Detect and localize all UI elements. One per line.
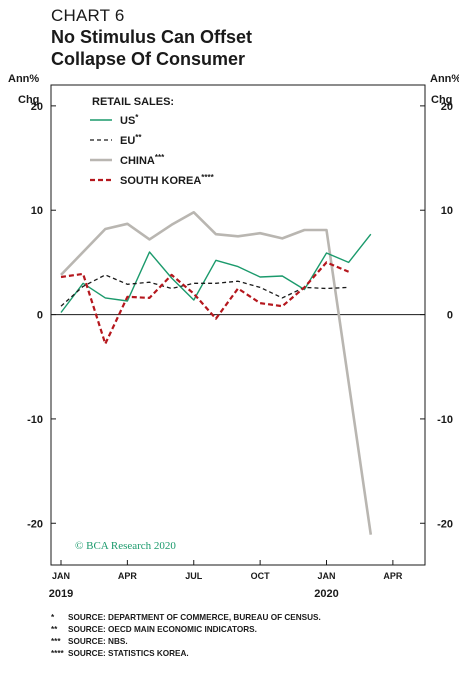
chart-header: CHART 6 No Stimulus Can Offset Collapse … [51,6,252,70]
right-axis-label-line-2: Chg [431,94,452,106]
year-label: 2020 [314,588,338,600]
chart-title-line-2: Collapse Of Consumer [51,49,246,69]
left-axis-label-line-2: Chg [18,94,39,106]
footnote-eu: ** SOURCE: OECD MAIN ECONOMIC INDICATORS. [51,624,321,636]
y-tick-label-right: -20 [437,518,453,530]
footnote-text: SOURCE: NBS. [68,637,128,646]
legend-series-marker: **** [201,173,214,182]
legend-label-eu: EU** [120,133,142,147]
chart-number: CHART 6 [51,6,125,25]
chart-title-line-1: No Stimulus Can Offset [51,27,253,47]
x-tick-label: JAN [52,571,70,581]
legend: RETAIL SALES: US*EU**CHINA***SOUTH KOREA… [90,96,215,187]
y-tick-label-right: -10 [437,414,453,426]
series-lines [60,211,373,535]
year-label: 2019 [49,588,73,600]
footnote-text: SOURCE: DEPARTMENT OF COMMERCE, BUREAU O… [68,613,321,622]
legend-series-marker: * [135,113,139,122]
legend-series-name: US [120,115,135,127]
footnote-text: SOURCE: OECD MAIN ECONOMIC INDICATORS. [68,625,257,634]
y-tick-label-right: 10 [441,205,453,217]
legend-series-name: CHINA [120,155,155,167]
legend-series-marker: *** [155,153,165,162]
footnote-china: *** SOURCE: NBS. [51,636,321,648]
legend-series-name: SOUTH KOREA [120,175,201,187]
series-line-us [60,233,372,313]
x-tick-label: JUL [185,571,203,581]
footnote-mark: *** [51,637,61,646]
series-line-south-korea [60,261,350,345]
y-tick-label-left: 20 [31,101,43,113]
y-tick-label-left: 0 [37,310,43,322]
y-tick-label-right: 20 [441,101,453,113]
y-tick-label-left: 10 [31,205,43,217]
y-tick-label-left: -10 [27,414,43,426]
legend-title: RETAIL SALES: [92,96,174,108]
footnotes: * SOURCE: DEPARTMENT OF COMMERCE, BUREAU … [51,612,321,660]
footnote-mark: ** [51,625,58,634]
legend-label-south-korea: SOUTH KOREA**** [120,173,215,187]
x-tick-label: APR [118,571,138,581]
legend-entries: US*EU**CHINA***SOUTH KOREA**** [90,113,215,187]
x-tick-label: APR [383,571,403,581]
credit-text: © BCA Research 2020 [75,540,176,552]
footnote-mark: **** [51,649,64,658]
x-tick-label: JAN [317,571,335,581]
series-line-eu [60,274,349,307]
legend-series-name: EU [120,135,135,147]
plot-frame [50,84,426,566]
right-axis-label-line-1: Ann% [430,73,459,85]
legend-label-china: CHINA*** [120,153,165,167]
footnote-mark: * [51,613,55,622]
footnote-us: * SOURCE: DEPARTMENT OF COMMERCE, BUREAU … [51,612,321,624]
legend-label-us: US* [120,113,139,127]
legend-series-marker: ** [135,133,142,142]
series-line-china [60,211,373,535]
footnote-text: SOURCE: STATISTICS KOREA. [68,649,189,658]
y-tick-label-left: -20 [27,518,43,530]
y-tick-label-right: 0 [447,310,453,322]
left-axis-label-line-1: Ann% [8,73,39,85]
footnote-south-korea: **** SOURCE: STATISTICS KOREA. [51,648,321,660]
x-tick-label: OCT [251,571,271,581]
